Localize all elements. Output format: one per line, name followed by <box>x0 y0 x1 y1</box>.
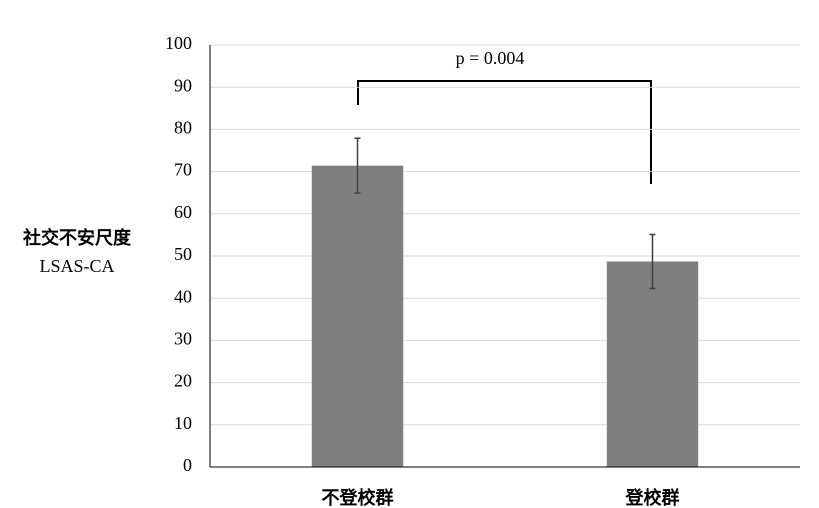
y-tick-label: 100 <box>165 33 192 53</box>
y-tick-label: 90 <box>174 75 192 95</box>
y-tick-label: 10 <box>174 413 192 433</box>
y-tick-label: 60 <box>174 202 192 222</box>
y-tick-label: 20 <box>174 371 192 391</box>
y-tick-label: 0 <box>183 455 192 475</box>
y-tick-label: 50 <box>174 244 192 264</box>
error-bar <box>354 137 361 194</box>
x-tick-label: 不登校群 <box>322 487 394 508</box>
y-tick-label: 40 <box>174 286 192 306</box>
x-tick-label: 登校群 <box>625 487 680 508</box>
bar <box>311 165 404 467</box>
y-tick-label: 30 <box>174 329 192 349</box>
annotation: p = 0.004 <box>456 48 525 68</box>
error-bar <box>649 233 656 290</box>
y-tick-label: 80 <box>174 118 192 138</box>
y-axis-label: 社交不安尺度 <box>23 227 132 249</box>
y-tick-label: 70 <box>174 160 192 180</box>
y-axis-label: LSAS-CA <box>39 256 114 276</box>
significance-bracket <box>357 80 652 184</box>
bar <box>606 261 699 467</box>
